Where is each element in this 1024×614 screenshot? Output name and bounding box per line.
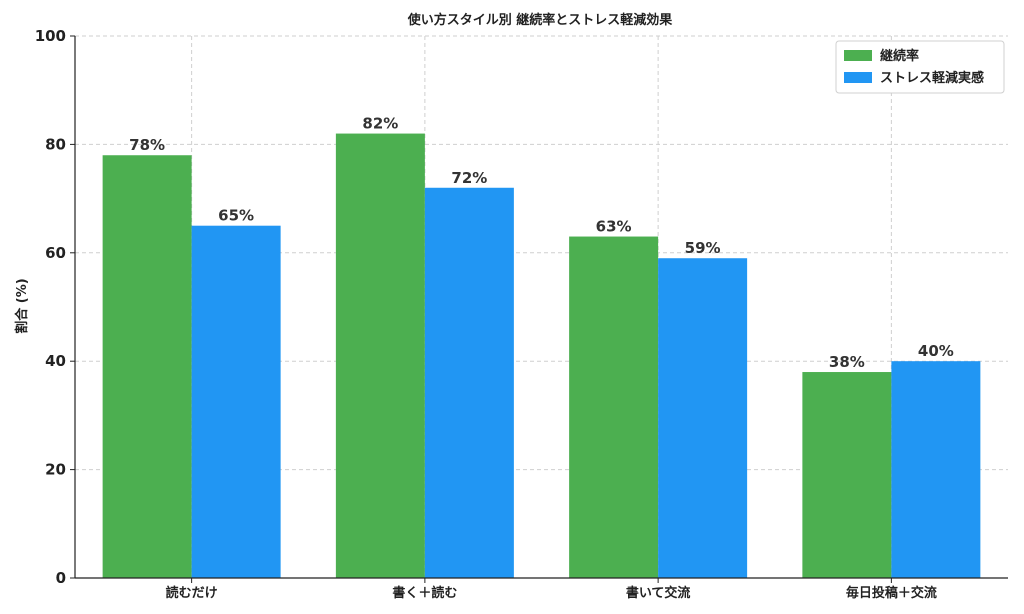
y-tick-label: 60	[45, 244, 66, 262]
data-label: 72%	[451, 169, 487, 187]
data-label: 63%	[596, 218, 632, 236]
data-label: 82%	[362, 115, 398, 133]
data-label: 78%	[129, 136, 165, 154]
data-label: 38%	[829, 353, 865, 371]
bar	[191, 225, 281, 578]
bars	[102, 133, 981, 579]
x-tick-label: 読むだけ	[166, 585, 218, 601]
data-labels: 78% 82% 63% 38% 65% 72% 59% 40%	[129, 115, 954, 371]
x-tick-label: 書いて交流	[626, 585, 691, 601]
bar	[658, 258, 748, 578]
data-label: 59%	[685, 239, 721, 257]
y-axis-label: 割合 (%)	[14, 278, 30, 333]
legend: 継続率 ストレス軽減実感	[835, 40, 1005, 94]
axes: 0 20 40 60 80 100 読むだけ 書く＋読む 書いて交流 毎日投稿＋交流	[35, 27, 1008, 601]
y-tick-label: 0	[56, 569, 66, 587]
y-tick-label: 100	[35, 27, 66, 45]
bar	[102, 155, 192, 579]
legend-label-continuation: 継続率	[880, 48, 919, 64]
bar	[335, 133, 425, 578]
data-label: 65%	[218, 207, 254, 225]
x-tick-label: 毎日投稿＋交流	[846, 585, 937, 601]
data-label: 40%	[918, 342, 954, 360]
legend-swatch-continuation	[844, 50, 872, 61]
x-tick-label: 書く＋読む	[392, 585, 457, 601]
y-tick-label: 20	[45, 461, 66, 479]
chart-title: 使い方スタイル別 継続率とストレス軽減効果	[407, 12, 673, 28]
y-tick-label: 80	[45, 135, 66, 153]
bar	[802, 372, 892, 578]
bar	[424, 187, 514, 578]
bar	[569, 236, 659, 579]
legend-swatch-stress-relief	[844, 72, 872, 83]
legend-frame	[835, 40, 1005, 94]
legend-label-stress-relief: ストレス軽減実感	[880, 70, 984, 86]
y-tick-label: 40	[45, 352, 66, 370]
bar	[891, 361, 981, 578]
